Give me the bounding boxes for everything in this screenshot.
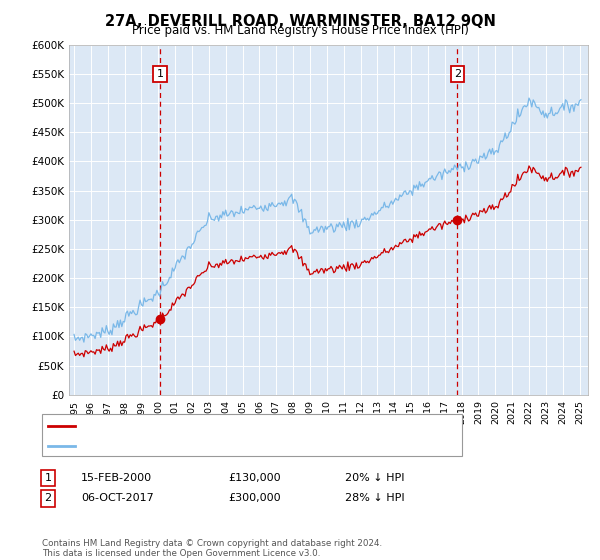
Text: £130,000: £130,000: [228, 473, 281, 483]
Text: 27A, DEVERILL ROAD, WARMINSTER, BA12 9QN: 27A, DEVERILL ROAD, WARMINSTER, BA12 9QN: [104, 14, 496, 29]
Text: £300,000: £300,000: [228, 493, 281, 503]
Text: 1: 1: [44, 473, 52, 483]
Text: Contains HM Land Registry data © Crown copyright and database right 2024.
This d: Contains HM Land Registry data © Crown c…: [42, 539, 382, 558]
Text: 06-OCT-2017: 06-OCT-2017: [81, 493, 154, 503]
Text: 15-FEB-2000: 15-FEB-2000: [81, 473, 152, 483]
Text: HPI: Average price, detached house, Wiltshire: HPI: Average price, detached house, Wilt…: [81, 441, 309, 451]
Text: 2: 2: [454, 69, 461, 79]
Text: Price paid vs. HM Land Registry's House Price Index (HPI): Price paid vs. HM Land Registry's House …: [131, 24, 469, 36]
Text: 27A, DEVERILL ROAD, WARMINSTER, BA12 9QN (detached house): 27A, DEVERILL ROAD, WARMINSTER, BA12 9QN…: [81, 421, 409, 431]
Text: 1: 1: [157, 69, 164, 79]
Text: 2: 2: [44, 493, 52, 503]
Text: 28% ↓ HPI: 28% ↓ HPI: [345, 493, 404, 503]
Text: 20% ↓ HPI: 20% ↓ HPI: [345, 473, 404, 483]
